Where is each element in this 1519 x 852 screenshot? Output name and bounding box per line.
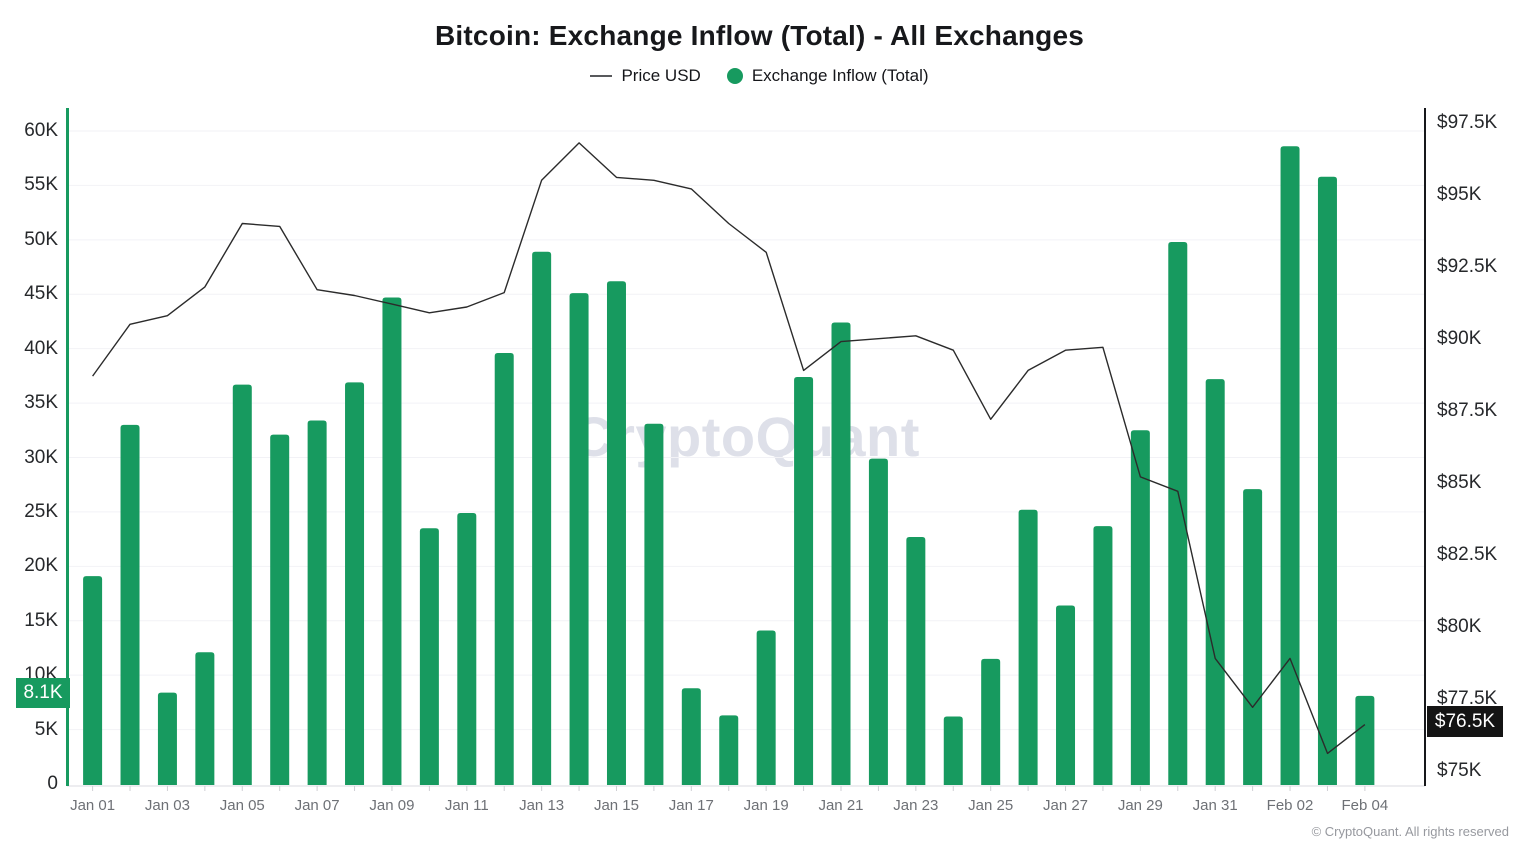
inflow-bar-jan-04[interactable]	[195, 652, 215, 785]
inflow-bar-jan-13[interactable]	[532, 251, 552, 785]
inflow-bar-jan-31[interactable]	[1205, 379, 1225, 785]
inflow-bar-jan-25[interactable]	[981, 658, 1001, 785]
latest-inflow-badge: 8.1K	[16, 678, 70, 708]
inflow-bar-jan-20[interactable]	[794, 376, 814, 785]
inflow-bar-jan-26[interactable]	[1018, 509, 1038, 785]
legend-item-price-usd[interactable]: Price USD	[590, 66, 701, 86]
inflow-bar-jan-09[interactable]	[382, 297, 402, 785]
inflow-bar-feb-02[interactable]	[1280, 146, 1300, 785]
chart-legend: Price USD Exchange Inflow (Total)	[0, 66, 1519, 86]
inflow-bar-jan-07[interactable]	[307, 420, 327, 785]
inflow-bar-jan-08[interactable]	[345, 382, 365, 785]
inflow-bar-jan-06[interactable]	[270, 434, 290, 785]
copyright-notice: © CryptoQuant. All rights reserved	[1311, 824, 1509, 839]
inflow-bar-jan-01[interactable]	[83, 576, 103, 785]
inflow-bar-jan-30[interactable]	[1168, 242, 1188, 785]
inflow-bar-feb-04[interactable]	[1355, 695, 1375, 785]
inflow-bar-jan-29[interactable]	[1130, 430, 1150, 785]
inflow-bar-jan-11[interactable]	[457, 513, 477, 785]
inflow-bar-feb-03[interactable]	[1317, 176, 1337, 785]
legend-item-exchange-inflow[interactable]: Exchange Inflow (Total)	[726, 66, 929, 86]
chart-title: Bitcoin: Exchange Inflow (Total) - All E…	[435, 20, 1084, 51]
green-dot-legend-icon	[726, 68, 743, 84]
price-line[interactable]	[92, 142, 1366, 755]
inflow-bar-jan-21[interactable]	[831, 322, 851, 785]
inflow-bar-jan-12[interactable]	[494, 353, 514, 785]
inflow-bar-jan-19[interactable]	[756, 630, 776, 785]
inflow-bar-jan-17[interactable]	[681, 688, 701, 785]
inflow-bar-jan-22[interactable]	[868, 458, 888, 785]
inflow-bar-jan-16[interactable]	[644, 423, 664, 785]
inflow-bar-jan-10[interactable]	[419, 528, 439, 785]
inflow-bar-jan-28[interactable]	[1093, 526, 1113, 785]
inflow-bar-jan-18[interactable]	[719, 715, 739, 785]
price-line-legend-icon	[590, 75, 613, 77]
latest-price-badge: $76.5K	[1427, 706, 1503, 737]
legend-label-price-usd: Price USD	[621, 66, 701, 85]
legend-label-exchange-inflow: Exchange Inflow (Total)	[751, 66, 929, 85]
inflow-bar-jan-03[interactable]	[157, 692, 177, 785]
inflow-bar-jan-23[interactable]	[906, 536, 926, 785]
inflow-bar-jan-24[interactable]	[943, 716, 963, 785]
inflow-bar-jan-15[interactable]	[606, 281, 626, 785]
inflow-bar-jan-27[interactable]	[1056, 605, 1076, 785]
inflow-bar-feb-01[interactable]	[1243, 489, 1263, 785]
inflow-bar-jan-14[interactable]	[569, 293, 589, 785]
inflow-bar-jan-02[interactable]	[120, 424, 140, 785]
inflow-bar-jan-05[interactable]	[232, 384, 252, 785]
